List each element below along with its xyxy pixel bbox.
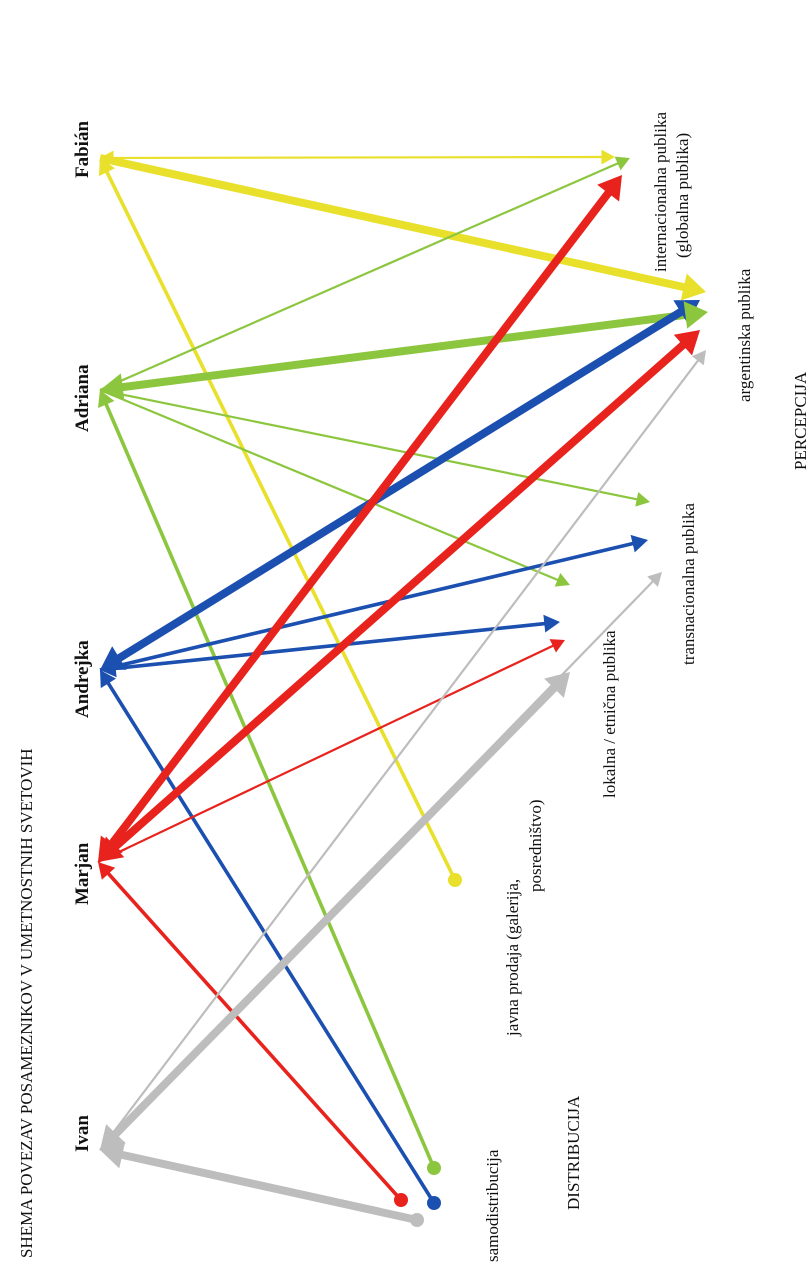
artist-label-marjan: Marjan: [72, 842, 93, 905]
label-samodistribucija: samodistribucija: [483, 1149, 502, 1262]
arrowhead-back-andrejka-to-argentinska: [100, 646, 127, 670]
arrowhead-samodistribucija-to-marjan: [98, 862, 116, 880]
arrowhead-back-ivan-to-lokalna: [100, 1124, 126, 1150]
artist-label-andrejka: Andrejka: [72, 640, 93, 718]
arrowhead-samodistribucija-to-andrejka: [100, 670, 116, 689]
arrowhead-marjan-to-internacionalna: [597, 175, 622, 202]
connection-adriana-to-lokalna: [99, 388, 560, 582]
connection-adriana-to-transnacionalna: [99, 388, 639, 501]
label-lokalna-publika: lokalna / etnična publika: [600, 630, 619, 798]
arrowhead-back-adriana-to-argentinska: [100, 373, 125, 401]
connection-adriana-to-argentinska: [120, 310, 688, 392]
label-internacionalna-publika: internacionalna publika: [651, 112, 670, 272]
connection-ivan-to-argentinska: [99, 358, 700, 1151]
connection-samodistribucija-to-adriana: [103, 401, 436, 1169]
arrowhead-adriana-to-internacionalna: [614, 156, 630, 171]
arrowhead-javna-to-fabi-n: [98, 158, 115, 177]
dot-marjan: [394, 1193, 408, 1207]
arrowhead-adriana-to-transnacionalna: [635, 492, 650, 507]
connection-adriana-to-internacionalna: [99, 161, 620, 392]
dot-ivan: [410, 1213, 424, 1227]
arrowhead-fabi-n-to-internacionalna: [601, 149, 615, 165]
arrowhead-marjan-to-argentinska: [673, 330, 700, 356]
arrowhead-andrejka-to-lokalna: [543, 614, 560, 633]
arrowhead-samodistribucija-to-adriana: [97, 390, 115, 409]
connection-andrejka-to-argentinska: [115, 307, 685, 663]
arrowhead-ivan-to-lokalna: [544, 672, 570, 698]
arrowhead-adriana-to-lokalna: [554, 572, 570, 587]
label-javna-prodaja-line2: posredništvo): [526, 799, 545, 892]
connection-samodistribucija-to-marjan: [105, 871, 403, 1202]
connection-samodistribucija-to-andrejka: [105, 680, 436, 1204]
distribution-dots: [394, 873, 462, 1227]
arrowhead-andrejka-to-transnacionalna: [630, 534, 648, 553]
connection-arrows: [97, 149, 708, 1224]
dot-adriana: [427, 1161, 441, 1175]
connection-marjan-to-lokalna: [97, 643, 556, 863]
artist-label-fabian: Fabián: [72, 121, 93, 178]
arrowhead-ivan-to-transnacionalna: [647, 572, 662, 587]
connection-marjan-to-internacionalna: [107, 189, 613, 848]
dot-fabin: [448, 873, 462, 887]
label-distribucija-heading: DISTRIBUCIJA: [564, 1095, 583, 1210]
label-javna-prodaja: javna prodaja (galerija,: [503, 879, 522, 1037]
connection-ivan-to-lokalna: [111, 684, 559, 1138]
connection-andrejka-to-transnacionalna: [99, 541, 636, 672]
arrowhead-marjan-to-lokalna: [549, 639, 565, 653]
connection-fabi-n-to-argentinska: [99, 154, 687, 292]
connection-javna-to-fabi-n: [104, 169, 457, 881]
label-transnacionalna-publika: transnacionalna publika: [679, 503, 698, 665]
arrowhead-back-fabi-n-to-internacionalna: [100, 150, 114, 166]
connection-marjan-to-argentinska: [110, 340, 688, 852]
arrowhead-adriana-to-argentinska: [683, 301, 708, 329]
connection-fabi-n-to-internacionalna: [111, 155, 604, 160]
arrowhead-fabi-n-to-argentinska: [680, 273, 706, 301]
diagram-title: SHEMA POVEZAV POSAMEZNIKOV V UMETNOSTNIH…: [17, 748, 36, 1258]
dot-andrejka: [427, 1196, 441, 1210]
label-argentinska-publika: argentinska publika: [735, 268, 754, 402]
label-internacionalna-publika-line2: (globalna publika): [673, 133, 692, 258]
artist-label-ivan: Ivan: [72, 1115, 93, 1152]
artist-label-adriana: Adriana: [72, 364, 93, 432]
arrowhead-ivan-to-argentinska: [691, 350, 706, 366]
label-perception-heading: PERCEPCIJA: [791, 371, 806, 470]
connection-samodistribucija-to-ivan: [119, 1150, 418, 1224]
connection-andrejka-to-lokalna: [113, 621, 547, 671]
arrowhead-back-marjan-to-internacionalna: [98, 835, 123, 862]
